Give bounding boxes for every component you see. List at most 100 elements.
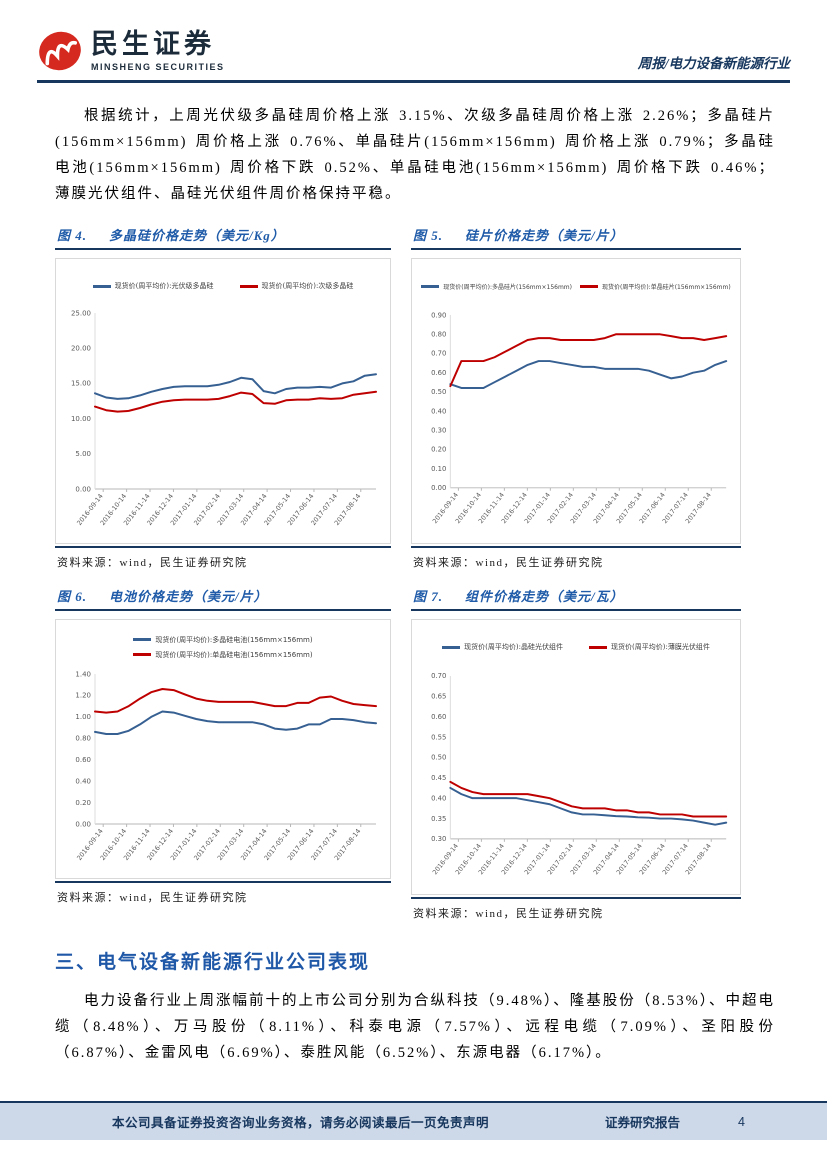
svg-text:0.20: 0.20: [431, 446, 446, 454]
svg-text:0.90: 0.90: [431, 311, 446, 319]
minsheng-logo-icon: [39, 31, 81, 71]
legend-swatch: [580, 284, 598, 288]
figure-7-title: 图 7. 组件价格走势（美元/瓦）: [411, 586, 741, 611]
svg-text:0.00: 0.00: [431, 484, 446, 492]
svg-text:0.70: 0.70: [431, 350, 446, 358]
svg-text:0.45: 0.45: [431, 774, 446, 782]
figure-4-title: 图 4. 多晶硅价格走势（美元/Kg）: [55, 225, 391, 250]
report-type-label: 周报/电力设备新能源行业: [637, 56, 790, 71]
figure-7-name: 组件价格走势（美元/瓦）: [465, 589, 624, 604]
svg-text:10.00: 10.00: [71, 415, 91, 423]
svg-text:0.00: 0.00: [75, 485, 91, 493]
figure-7-label: 图 7.: [413, 589, 444, 604]
svg-text:0.60: 0.60: [75, 756, 91, 764]
figure-6-title: 图 6. 电池价格走势（美元/片）: [55, 586, 391, 611]
figure-4-legend: 现货价(周平均价):光伏级多晶硅 现货价(周平均价):次级多晶硅: [60, 267, 386, 305]
legend-swatch: [589, 645, 607, 649]
figure-6-line-chart: 0.000.200.400.600.801.001.201.402016-09-…: [75, 670, 377, 862]
figure-6-source: 资料来源：wind，民生证券研究院: [57, 892, 248, 904]
svg-text:0.55: 0.55: [431, 733, 446, 741]
svg-text:0.70: 0.70: [431, 672, 446, 680]
svg-text:0.50: 0.50: [431, 388, 446, 396]
legend-swatch: [133, 653, 152, 656]
figure-7-line-chart: 0.300.350.400.450.500.550.600.650.702016…: [431, 672, 728, 876]
figure-4-line-chart: 0.005.0010.0015.0020.0025.002016-09-1420…: [71, 309, 377, 527]
legend-label: 现货价(周平均价):薄膜光伏组件: [611, 643, 710, 651]
svg-text:5.00: 5.00: [75, 450, 91, 458]
footer-page-number: 4: [738, 1114, 745, 1129]
figure-5-label: 图 5.: [413, 228, 444, 243]
figure-6-label: 图 6.: [57, 589, 88, 604]
legend-swatch: [92, 284, 111, 288]
legend-label: 现货价(周平均价):多晶硅电池(156mm×156mm): [155, 635, 313, 644]
figures-row-2: 图 6. 电池价格走势（美元/片） 现货价(周平均价):多晶硅电池(156mm×…: [55, 586, 775, 921]
legend-label: 现货价(周平均价):次级多晶硅: [261, 282, 354, 290]
intro-paragraph: 根据统计，上周光伏级多晶硅周价格上涨 3.15%、次级多晶硅周价格上涨 2.26…: [55, 108, 775, 202]
figure-7-legend: 现货价(周平均价):晶硅光伏组件 现货价(周平均价):薄膜光伏组件: [416, 628, 736, 666]
figure-5-line-chart: 0.00 0.10 0.20 0.30 0.40 0.50 0.60 0.70 0.80 0.90…: [431, 311, 728, 525]
legend-label: 现货价(周平均价):多晶硅片(156mm×156mm): [443, 283, 572, 291]
page-header: 民生证券 MINSHENG SECURITIES 周报/电力设备新能源行业: [37, 28, 790, 74]
legend-swatch: [239, 284, 258, 288]
figure-6-chart-box: 现货价(周平均价):多晶硅电池(156mm×156mm) 现货价(周平均价):单晶…: [55, 619, 391, 879]
legend-swatch: [421, 284, 440, 288]
svg-text:0.60: 0.60: [431, 713, 446, 721]
figure-7-source: 资料来源：wind，民生证券研究院: [413, 908, 604, 920]
footer-disclaimer: 本公司具备证券投资咨询业务资格，请务必阅读最后一页免责声明: [112, 1116, 490, 1130]
figure-4-source: 资料来源：wind，民生证券研究院: [57, 557, 248, 569]
brand-name-cn: 民生证券: [91, 28, 215, 59]
svg-text:0.30: 0.30: [431, 426, 446, 434]
figure-5-rule: [411, 546, 741, 548]
figure-7-rule: [411, 897, 741, 899]
figure-6: 图 6. 电池价格走势（美元/片） 现货价(周平均价):多晶硅电池(156mm×…: [55, 586, 391, 921]
legend-item: 现货价(周平均价):单晶硅电池(156mm×156mm): [133, 650, 313, 660]
svg-text:0.10: 0.10: [431, 465, 446, 473]
brand-text: 民生证券 MINSHENG SECURITIES: [91, 28, 225, 72]
legend-label: 现货价(周平均价):单晶硅电池(156mm×156mm): [155, 650, 313, 659]
legend-item: 现货价(周平均价):次级多晶硅: [239, 281, 354, 291]
legend-item: 现货价(周平均价):多晶硅电池(156mm×156mm): [133, 635, 313, 645]
figure-6-legend: 现货价(周平均价):多晶硅电池(156mm×156mm) 现货价(周平均价):单晶…: [133, 628, 313, 666]
svg-text:0.30: 0.30: [431, 835, 446, 843]
legend-label: 现货价(周平均价):晶硅光伏组件: [464, 643, 563, 651]
svg-text:0.40: 0.40: [75, 777, 91, 785]
figure-6-rule: [55, 881, 391, 883]
legend-item: 现货价(周平均价):单晶硅片(156mm×156mm): [580, 282, 731, 291]
legend-item: 现货价(周平均价):多晶硅片(156mm×156mm): [421, 282, 572, 291]
brand-name-en: MINSHENG SECURITIES: [91, 61, 225, 72]
legend-item: 现货价(周平均价):光伏级多晶硅: [92, 281, 214, 291]
svg-text:0.60: 0.60: [431, 369, 446, 377]
svg-text:25.00: 25.00: [71, 309, 91, 317]
legend-swatch: [133, 638, 152, 641]
figure-5-source: 资料来源：wind，民生证券研究院: [413, 557, 604, 569]
figure-5-chart-box: 现货价(周平均价):多晶硅片(156mm×156mm) 现货价(周平均价):单晶硅…: [411, 258, 741, 544]
legend-label: 现货价(周平均价):单晶硅片(156mm×156mm): [602, 283, 731, 291]
legend-label: 现货价(周平均价):光伏级多晶硅: [114, 282, 214, 290]
section-heading: 三、电气设备新能源行业公司表现: [55, 952, 371, 973]
figure-5-name: 硅片价格走势（美元/片）: [465, 228, 624, 243]
svg-text:1.20: 1.20: [75, 692, 91, 700]
figure-4-name: 多晶硅价格走势（美元/Kg）: [109, 228, 285, 243]
svg-text:15.00: 15.00: [71, 380, 91, 388]
header-divider: [37, 80, 790, 83]
legend-item: 现货价(周平均价):晶硅光伏组件: [442, 642, 563, 652]
svg-text:0.40: 0.40: [431, 407, 446, 415]
figure-7-chart-box: 现货价(周平均价):晶硅光伏组件 现货价(周平均价):薄膜光伏组件 0.30 0.3…: [411, 619, 741, 895]
legend-item: 现货价(周平均价):薄膜光伏组件: [589, 642, 710, 652]
brand: 民生证券 MINSHENG SECURITIES: [37, 28, 225, 74]
legend-swatch: [442, 645, 461, 649]
figure-4-chart-box: 现货价(周平均价):光伏级多晶硅 现货价(周平均价):次级多晶硅 0.00 5.00…: [55, 258, 391, 544]
companies-paragraph: 电力设备行业上周涨幅前十的上市公司分别为合纵科技（9.48%）、隆基股份（8.5…: [55, 993, 775, 1061]
figure-4-rule: [55, 546, 391, 548]
figure-5-legend: 现货价(周平均价):多晶硅片(156mm×156mm) 现货价(周平均价):单晶硅…: [416, 267, 736, 305]
svg-text:0.80: 0.80: [431, 330, 446, 338]
figure-6-name: 电池价格走势（美元/片）: [109, 589, 268, 604]
svg-text:1.40: 1.40: [75, 670, 91, 678]
svg-text:0.65: 0.65: [431, 693, 446, 701]
figure-7: 图 7. 组件价格走势（美元/瓦） 现货价(周平均价):晶硅光伏组件 现货价(周平…: [411, 586, 741, 921]
footer-report-label: 证券研究报告: [605, 1116, 681, 1130]
svg-text:0.00: 0.00: [75, 820, 91, 828]
figures-row-1: 图 4. 多晶硅价格走势（美元/Kg） 现货价(周平均价):光伏级多晶硅 现货价(…: [55, 225, 775, 570]
figure-5: 图 5. 硅片价格走势（美元/片） 现货价(周平均价):多晶硅片(156mm×1…: [411, 225, 741, 570]
svg-text:0.35: 0.35: [431, 815, 446, 823]
